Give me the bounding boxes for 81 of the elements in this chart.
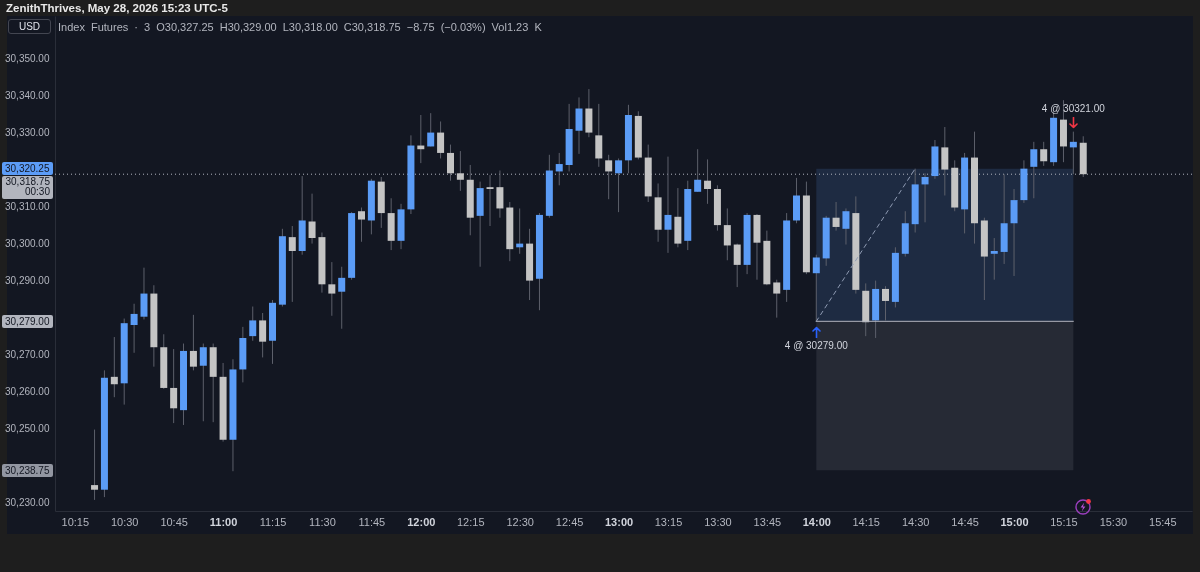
candlestick xyxy=(427,112,435,147)
candlestick xyxy=(812,254,820,322)
candlestick xyxy=(605,154,613,200)
candlestick xyxy=(446,144,454,182)
y-tick-label: 30,340.00 xyxy=(5,90,50,102)
candlestick xyxy=(110,336,118,398)
y-tick-label: 30,260.00 xyxy=(5,386,50,398)
y-tick-label: 30,290.00 xyxy=(5,275,50,287)
candlestick xyxy=(555,152,563,186)
x-tick-label: 12:00 xyxy=(407,515,436,528)
candlestick xyxy=(832,201,840,232)
candlestick xyxy=(773,279,781,319)
x-tick-label: 11:45 xyxy=(358,515,386,528)
candlestick xyxy=(882,285,889,321)
y-tick-label: 30,250.00 xyxy=(5,423,50,435)
candlestick xyxy=(704,158,712,205)
x-tick-label: 15:30 xyxy=(1099,515,1128,528)
candlestick xyxy=(170,348,178,424)
x-tick-label: 14:15 xyxy=(852,515,880,528)
x-tick-label: 11:00 xyxy=(209,515,238,528)
x-tick-label: 14:45 xyxy=(951,515,979,528)
y-tick-label: 30,300.00 xyxy=(5,238,50,250)
y-tick-label: 30,230.00 xyxy=(5,497,50,509)
y-tick-label: 30,330.00 xyxy=(5,127,50,139)
candlestick xyxy=(1040,141,1048,167)
candlestick xyxy=(664,156,672,254)
candlestick xyxy=(437,120,445,159)
candlestick xyxy=(189,314,197,371)
ref-line-label: 30,318.75 00:30 xyxy=(2,175,53,199)
x-tick-label: 15:00 xyxy=(1000,515,1029,528)
x-tick-label: 12:15 xyxy=(456,515,485,528)
annotation: 4 @ 30279.00 xyxy=(784,340,848,353)
candlestick xyxy=(140,267,148,320)
candlestick xyxy=(358,207,365,243)
y-tick-label: 30,310.00 xyxy=(5,201,50,213)
candlestick xyxy=(486,174,494,227)
candlestick xyxy=(1069,131,1077,175)
chart-title: ZenithThrives, May 28, 2026 15:23 UTC-5 xyxy=(6,1,228,15)
candlestick xyxy=(1010,188,1018,277)
candlestick xyxy=(733,243,741,288)
x-tick-label: 13:15 xyxy=(654,515,683,528)
candlestick xyxy=(496,170,504,219)
candlestick xyxy=(91,429,99,501)
candlestick xyxy=(921,172,929,223)
candlestick xyxy=(842,207,850,246)
candlestick xyxy=(990,237,998,281)
x-tick-label: 14:30 xyxy=(901,515,930,528)
candlestick xyxy=(288,225,296,303)
annotation: 4 @ 30321.00 xyxy=(1041,102,1105,115)
candlestick xyxy=(130,303,138,354)
x-tick-label: 11:15 xyxy=(259,515,287,528)
x-tick-label: 11:30 xyxy=(309,515,336,528)
y-tick-label: 30,350.00 xyxy=(5,53,50,65)
candlestick xyxy=(615,157,623,213)
x-tick-label: 13:45 xyxy=(753,515,782,528)
x-tick-label: 12:30 xyxy=(506,515,534,528)
x-tick-label: 13:00 xyxy=(604,515,634,528)
candlestick xyxy=(694,148,702,193)
candlestick xyxy=(723,207,731,261)
x-tick-label: 15:15 xyxy=(1050,515,1078,528)
y-axis-title: USD xyxy=(8,19,51,34)
x-tick-label: 12:45 xyxy=(555,515,584,528)
x-tick-label: 15:45 xyxy=(1149,515,1177,528)
candlestick xyxy=(249,306,257,342)
candlestick xyxy=(338,266,346,330)
candlestick xyxy=(308,193,316,245)
x-tick-label: 10:45 xyxy=(160,515,188,528)
y-tick-label: 30,270.00 xyxy=(5,349,50,361)
candlestick xyxy=(259,312,267,358)
candlestick xyxy=(941,126,949,196)
candlestick xyxy=(199,343,207,422)
x-tick-label: 14:00 xyxy=(802,515,831,528)
candlestick xyxy=(1030,141,1038,199)
candlestick xyxy=(456,150,464,192)
x-tick-label: 10:15 xyxy=(61,515,90,528)
candlestick xyxy=(575,96,583,155)
candlestick xyxy=(595,103,603,168)
x-tick-label: 13:30 xyxy=(704,515,732,528)
candlestick xyxy=(328,261,336,317)
x-tick-label: 10:30 xyxy=(110,515,139,528)
chart-subtitle: Index Futures · 3 O30,327.25 H30,329.00 L30,318.00 C30,318.75 −8.75 (−0.03%) Vol1.23 K xyxy=(58,20,542,34)
